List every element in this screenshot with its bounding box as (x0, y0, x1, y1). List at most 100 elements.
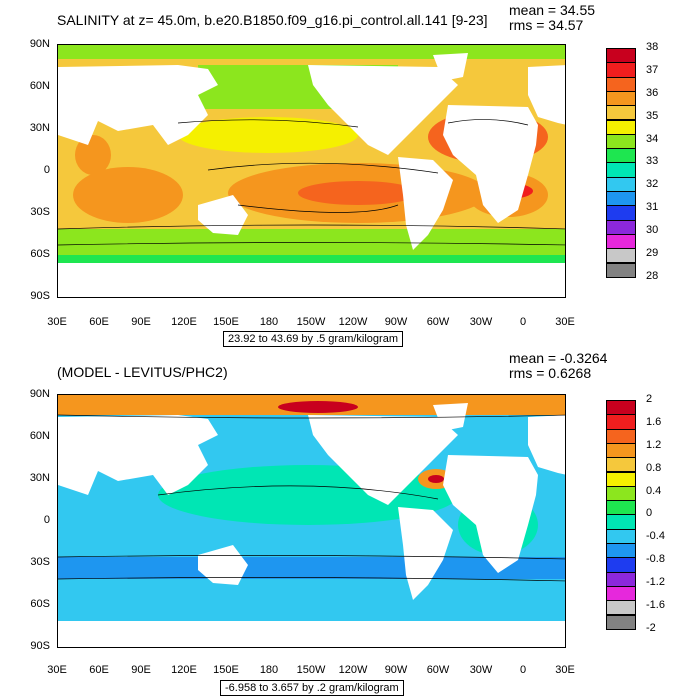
gulf-stream-peak (428, 475, 444, 483)
colorbar-swatch (606, 500, 636, 516)
contour-lines (58, 414, 565, 582)
difference-map-svg (58, 395, 565, 647)
colorbar-swatch (606, 614, 636, 630)
lon-label: 180 (259, 664, 279, 676)
colorbar-swatch (606, 162, 636, 178)
colorbar-label: 28 (646, 269, 659, 282)
colorbar-swatch (606, 133, 636, 150)
colorbar-swatch (606, 414, 636, 430)
colorbar-label: 35 (646, 109, 659, 122)
lat-label: 30S (30, 556, 50, 568)
colorbar-swatch (606, 471, 636, 487)
lon-label: 120E (171, 664, 197, 676)
arctic-band (58, 45, 565, 59)
colorbar-swatch (606, 105, 636, 121)
colorbar-swatch (606, 600, 636, 616)
lon-label: 120E (171, 316, 197, 328)
land-masses (58, 403, 565, 647)
lon-label: 30E (555, 316, 575, 328)
colorbar-swatch (606, 62, 636, 78)
lat-label: 60S (30, 248, 50, 260)
difference-title: (MODEL - LEVITUS/PHC2) (57, 364, 228, 380)
lon-label: 180 (259, 316, 279, 328)
lon-label: 150E (213, 664, 239, 676)
colorbar-label: -1.6 (646, 598, 665, 611)
lon-label: 150E (213, 316, 239, 328)
colorbar-swatch (606, 205, 636, 221)
lon-label: 150W (296, 664, 326, 676)
colorbar-swatch (606, 76, 636, 92)
colorbar-swatch (606, 119, 636, 135)
lon-label: 0 (519, 664, 527, 676)
colorbar-swatch (606, 90, 636, 107)
colorbar-swatch (606, 457, 636, 473)
colorbar-label: 34 (646, 132, 659, 145)
southern-ocean-band-2 (58, 255, 565, 263)
colorbar-swatch (606, 543, 636, 559)
arabian-sea (75, 135, 111, 175)
salinity-map-svg (58, 45, 565, 297)
land-masses (58, 53, 565, 297)
colorbar-label: 33 (646, 155, 659, 168)
lon-label: 30W (469, 664, 493, 676)
difference-rms: rms = 0.6268 (509, 365, 592, 381)
lon-label: 120W (338, 316, 368, 328)
lon-label: 120W (338, 664, 368, 676)
contour-lines (58, 119, 565, 246)
colorbar-swatch (606, 485, 636, 502)
lon-label: 30W (469, 316, 493, 328)
lon-label: 60E (89, 316, 109, 328)
colorbar-label: 30 (646, 224, 659, 237)
colorbar-label: 37 (646, 63, 659, 76)
lat-label: 60N (29, 430, 50, 442)
colorbar-label: 0.4 (646, 484, 662, 497)
arctic-peak (278, 401, 358, 413)
colorbar-label: 2 (646, 393, 653, 405)
contour-range-label: -6.958 to 3.657 by .2 gram/kilogram (220, 680, 404, 696)
colorbar-swatch (606, 428, 636, 444)
colorbar-swatch (606, 528, 636, 544)
salinity-panel: SALINITY at z= 45.0m, b.e20.B1850.f09_g1… (29, 2, 659, 347)
colorbar-swatch (606, 176, 636, 192)
lon-label: 60W (426, 664, 450, 676)
colorbar-label: 32 (646, 178, 659, 191)
colorbar-label: 1.6 (646, 415, 662, 428)
colorbar-swatch (606, 585, 636, 602)
colorbar-label: -2 (646, 621, 656, 634)
colorbar-swatch (606, 514, 636, 530)
salinity-title: SALINITY at z= 45.0m, b.e20.B1850.f09_g1… (57, 12, 488, 28)
difference-map (57, 394, 566, 648)
colorbar-swatch (606, 233, 636, 250)
lat-label: 60N (29, 80, 50, 92)
lon-label: 60E (89, 664, 109, 676)
indian-ocean-high (73, 167, 183, 223)
contour-range-label: 23.92 to 43.69 by .5 gram/kilogram (223, 331, 403, 347)
colorbar-swatch (606, 219, 636, 235)
lat-label: 0 (43, 164, 50, 176)
lat-label: 60S (30, 598, 50, 610)
south-pacific-core (298, 181, 418, 205)
lat-label: 0 (43, 514, 50, 526)
salinity-map (57, 44, 566, 298)
colorbar-label: -1.2 (646, 576, 665, 589)
difference-mean: mean = -0.3264 (509, 350, 608, 366)
colorbar-swatch (606, 400, 636, 416)
lat-label: 90N (29, 38, 50, 50)
colorbar-label: 31 (646, 201, 659, 214)
salinity-mean: mean = 34.55 (509, 2, 596, 18)
lat-label: 30N (29, 122, 50, 134)
lon-label: 90W (384, 316, 408, 328)
colorbar-label: 0.8 (646, 461, 662, 474)
lon-label: 60W (426, 316, 450, 328)
colorbar-label: 29 (646, 246, 659, 259)
difference-panel: (MODEL - LEVITUS/PHC2) mean = -0.3264 rm… (0, 350, 700, 700)
colorbar-swatch (606, 262, 636, 278)
colorbar-label: -0.4 (646, 530, 665, 543)
lon-label: 90W (384, 664, 408, 676)
lon-label: 30E (47, 664, 67, 676)
lat-label: 90N (29, 388, 50, 400)
lon-label: 30E (47, 316, 67, 328)
lon-label: 30E (555, 664, 575, 676)
colorbar-label: 38 (646, 41, 659, 53)
lon-label: 90E (131, 316, 151, 328)
